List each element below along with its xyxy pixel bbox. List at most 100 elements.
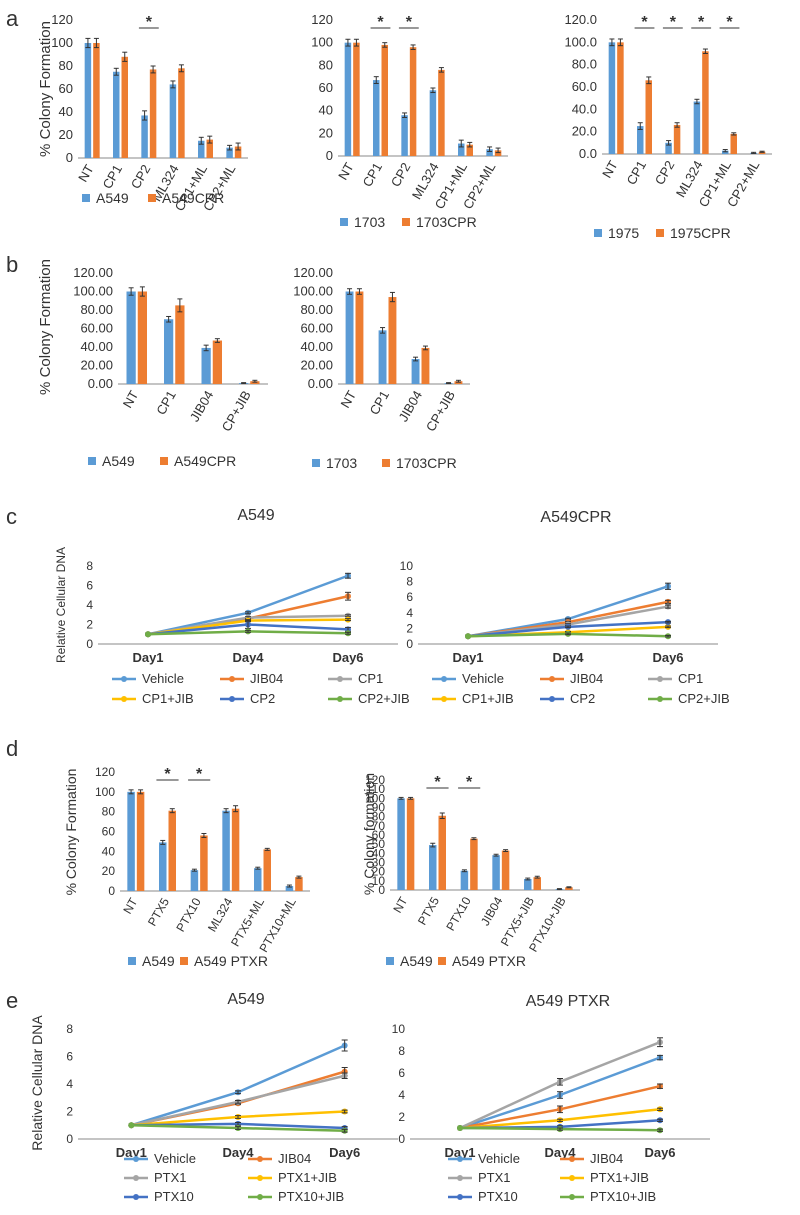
chart-a1-legend-label: A549CPR <box>162 190 224 206</box>
chart-b2-bar <box>388 297 397 384</box>
chart-c2-ytick-label: 10 <box>400 559 414 573</box>
chart-c1-category-label: Day1 <box>132 650 163 665</box>
chart-b1-ytick-label: 20.00 <box>80 358 113 373</box>
chart-a1-ytick-label: 60 <box>59 81 73 96</box>
chart-a2-bar <box>401 115 408 156</box>
chart-e1-title: A549 <box>227 991 264 1008</box>
chart-a3-bar <box>693 101 701 154</box>
chart-d2-y-axis-label: % Colony formation <box>361 773 377 895</box>
chart-a1-y-axis-label: % Colony Formation <box>37 21 54 157</box>
chart-c2-legend-marker <box>441 676 447 682</box>
chart-d2-ytick-label: 40 <box>372 846 386 860</box>
chart-d2-ytick-label: 10 <box>372 874 386 888</box>
chart-a3-ytick-label: 80.0 <box>572 57 597 72</box>
chart-c2-legend-label: CP1+JIB <box>462 691 514 706</box>
chart-d2-ytick-label: 30 <box>372 856 386 870</box>
chart-d2-bar <box>397 798 405 890</box>
chart-e2-ytick-label: 4 <box>398 1088 405 1102</box>
chart-a1-bar <box>226 147 233 158</box>
chart-c1-legend-marker <box>337 696 343 702</box>
chart-a2-bar <box>409 47 417 157</box>
chart-c2-legend-label: CP2 <box>570 691 595 706</box>
chart-c2-legend-marker <box>441 696 447 702</box>
chart-d2-bar <box>565 887 573 890</box>
chart-d1-bar <box>190 870 199 891</box>
chart-a2-legend-label: 1703CPR <box>416 214 477 230</box>
chart-d2-ytick-label: 20 <box>372 865 386 879</box>
chart-d1-category-label: ML324 <box>205 895 236 934</box>
chart-b2-legend-swatch <box>382 459 390 467</box>
chart-c2-title: A549CPR <box>540 509 611 526</box>
chart-b1-ytick-label: 120.00 <box>73 265 113 280</box>
chart-d2-category-label: NT <box>390 894 410 915</box>
chart-e2-ytick-label: 6 <box>398 1066 405 1080</box>
chart-a2-bar <box>344 42 352 156</box>
chart-b2-legend-label: 1703CPR <box>396 455 457 471</box>
chart-c2-legend-label: JIB04 <box>570 671 603 686</box>
chart-d2-significance-marker: * <box>466 774 473 791</box>
chart-c1-ytick-label: 2 <box>86 618 93 632</box>
chart-b1-legend-swatch <box>88 457 96 465</box>
chart-b1-bar <box>212 340 222 384</box>
chart-a1-bar <box>234 146 242 158</box>
chart-d1-significance-marker: * <box>164 766 171 783</box>
chart-c2-data-point <box>465 633 471 640</box>
chart-a2-bar <box>373 80 380 156</box>
chart-c1-legend-label: CP2 <box>250 691 275 706</box>
chart-e2-legend-label: PTX10+JIB <box>590 1189 656 1204</box>
chart-d2-ytick-label: 120 <box>365 773 385 787</box>
chart-b1-ytick-label: 40.00 <box>80 339 113 354</box>
chart-a3-category-label: NT <box>599 158 621 181</box>
chart-b1-bar <box>175 305 185 384</box>
chart-e1-y-axis-label: Relative Cellular DNA <box>29 1015 45 1151</box>
chart-d2-ytick-label: 90 <box>372 801 386 815</box>
chart-a3-legend-swatch <box>656 229 664 237</box>
chart-d1-category-label: PTX10 <box>173 895 204 934</box>
chart-a3-ytick-label: 60.0 <box>572 79 597 94</box>
chart-d2-bar <box>438 815 446 890</box>
chart-d1-significance-marker: * <box>196 766 203 783</box>
chart-a2-bar <box>494 150 502 156</box>
chart-d1-bar <box>231 808 240 891</box>
chart-a3-bar <box>722 150 729 154</box>
chart-e1-legend-label: PTX10 <box>154 1189 194 1204</box>
chart-d1-category-label: PTX5 <box>145 895 172 928</box>
chart-b2-ytick-label: 100.00 <box>293 284 333 299</box>
chart-e1-legend-label: PTX10+JIB <box>278 1189 344 1204</box>
chart-a2-legend-swatch <box>340 218 348 226</box>
chart-d2-legend-swatch <box>386 957 394 965</box>
chart-d1-ytick-label: 20 <box>102 864 116 878</box>
chart-a2-bar <box>381 44 388 156</box>
chart-c2-legend-label: Vehicle <box>462 671 504 686</box>
chart-b1-ytick-label: 0.00 <box>88 376 113 391</box>
chart-d2-bar <box>460 870 469 890</box>
chart-d2-category-label: PTX5 <box>415 894 442 927</box>
chart-e1-data-point <box>128 1122 135 1129</box>
chart-c1-legend-marker <box>337 676 343 682</box>
chart-d1-bar <box>127 791 135 891</box>
chart-a3-legend-label: 1975CPR <box>670 225 731 241</box>
chart-b1-legend-label: A549CPR <box>174 453 236 469</box>
chart-d1-ytick-label: 60 <box>102 825 116 839</box>
chart-e2-category-label: Day6 <box>644 1145 675 1160</box>
chart-a3-ytick-label: 100.0 <box>564 34 597 49</box>
chart-e1-legend-marker <box>133 1156 139 1162</box>
chart-c2-ytick-label: 4 <box>406 606 413 620</box>
chart-b1-category-label: CP1 <box>153 388 179 417</box>
chart-e1-legend-label: PTX1+JIB <box>278 1170 337 1185</box>
chart-b2-category-label: NT <box>337 388 359 411</box>
chart-c2-legend-marker <box>657 696 663 702</box>
chart-d2-ytick-label: 70 <box>372 819 386 833</box>
chart-a2-bar <box>458 143 465 156</box>
chart-a2-significance-marker: * <box>377 14 384 31</box>
chart-d2-significance-marker: * <box>434 774 441 791</box>
chart-e2-legend-marker <box>569 1194 575 1200</box>
chart-c1-legend-label: CP1+JIB <box>142 691 194 706</box>
chart-d2-bar <box>533 877 541 890</box>
chart-e1-ytick-label: 6 <box>66 1050 73 1064</box>
chart-a1-category-label: CP1 <box>99 162 125 191</box>
chart-a3-bar <box>617 42 624 155</box>
chart-e2-ytick-label: 0 <box>398 1132 405 1146</box>
chart-b1-bar <box>137 291 147 384</box>
chart-a1-bar <box>141 115 148 158</box>
